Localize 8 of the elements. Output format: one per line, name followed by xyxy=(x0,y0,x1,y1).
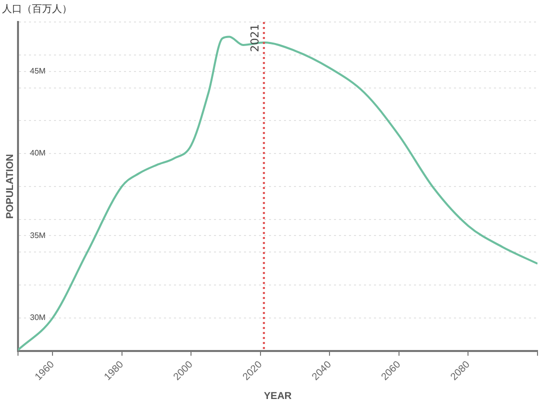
y-tick-label: 30M xyxy=(30,313,46,322)
y-tick-label: 35M xyxy=(30,230,46,240)
ref-line-label: 2021 xyxy=(248,24,262,52)
y-axis-title: POPULATION xyxy=(4,154,16,219)
y-tick-label: 40M xyxy=(30,148,46,158)
chart-title: 人口（百万人） xyxy=(2,3,72,16)
y-tick-label: 45M xyxy=(30,66,46,76)
x-axis-title: YEAR xyxy=(264,390,292,402)
